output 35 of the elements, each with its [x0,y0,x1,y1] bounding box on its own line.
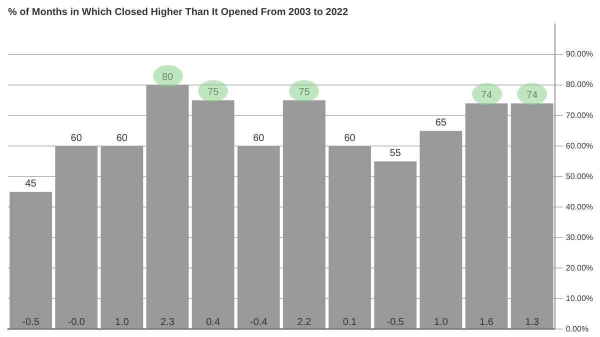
annotation: -0.4 [250,316,268,328]
annotation: 2.3 [160,316,175,328]
data-label: 55 [390,148,402,160]
annotation: 1.0 [114,316,130,328]
data-label: 60 [70,132,82,144]
data-label: 60 [116,132,128,144]
data-label: 75 [208,87,220,98]
annotation: 1.0 [434,316,448,328]
annotation: 0.1 [342,316,358,328]
data-label: 74 [526,90,538,102]
annotation: 1.6 [480,316,494,328]
y-tick-label: 70.00% [566,110,594,120]
annotation: 2.2 [297,316,312,328]
y-tick-label: 20.00% [566,263,594,272]
annotation: -0.5 [22,316,40,328]
y-tick-label: 30.00% [566,232,594,242]
data-label: 65 [435,118,447,129]
data-label: 80 [162,72,174,83]
annotation: 0.4 [206,316,220,328]
data-label: 60 [253,132,265,144]
y-tick-label: 10.00% [566,294,594,303]
data-label: 45 [25,178,37,190]
y-tick-label: 50.00% [566,172,594,181]
y-tick-label: 60.00% [566,141,594,150]
y-tick-label: 40.00% [566,202,594,212]
data-label: 60 [344,132,356,144]
annotation: 1.3 [525,316,540,328]
chart-title: % of Months in Which Closed Higher Than It Opened From 2003 to 2022 [8,6,348,18]
y-tick-label: 90.00% [566,50,594,59]
annotation: -0.0 [68,316,86,328]
data-label: 75 [298,87,310,98]
data-label: 74 [480,90,493,102]
y-tick-label: 0.00% [566,324,589,334]
annotation: -0.5 [386,316,404,328]
y-tick-label: 80.00% [566,80,594,90]
